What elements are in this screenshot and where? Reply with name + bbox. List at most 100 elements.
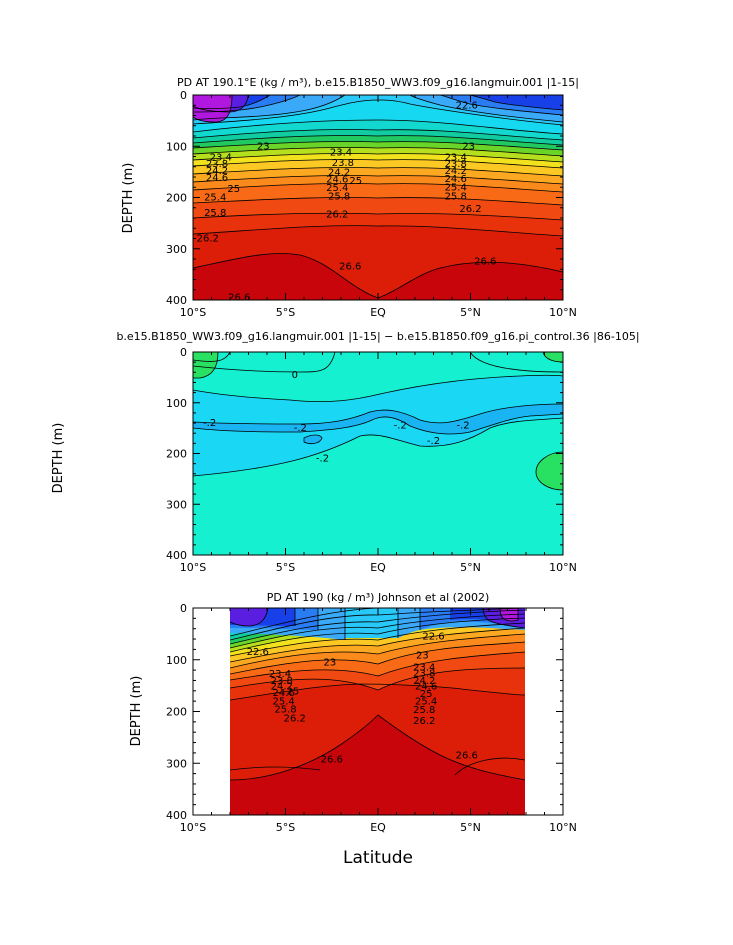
panel-2-y-tick-label: 100 [166, 397, 187, 410]
panel-2-x-tick-label: 5°N [460, 561, 481, 574]
panel-3-x-tick-label: 10°S [180, 821, 206, 834]
contour-label: 24.6 [415, 682, 437, 693]
contour-label: 24.2 [445, 166, 467, 177]
contour-label: -.2 [203, 418, 216, 429]
panel-1-y-tick-label: 400 [166, 294, 187, 307]
panel-3-filled-contours [230, 608, 525, 815]
panel-3-x-tick-label: 10°N [549, 821, 577, 834]
contour-label: 24.2 [413, 676, 435, 687]
contour-label: 26.6 [456, 750, 478, 761]
panel-3-title: PD AT 190 (kg / m³) Johnson et al (2002) [267, 591, 490, 604]
panel-1-axes: 10°S 5°S EQ 5°N 10°N 0 100 200 300 400 [166, 89, 577, 319]
panel-2-y-tick-label: 200 [166, 448, 187, 461]
contour-label: 23.4 [413, 663, 435, 674]
contour-label: 26.6 [228, 292, 250, 303]
panel-3-y-axis-label: DEPTH (m) [129, 676, 144, 747]
panel-2-y-axis-label: DEPTH (m) [51, 423, 66, 494]
contour-label: 23.8 [271, 676, 293, 687]
panel-3-x-tick-label: EQ [370, 821, 386, 834]
panel-3-y-tick-label: 300 [166, 757, 187, 770]
panel-3-axes: 10°S 5°S EQ 5°N 10°N 0 100 200 300 400 [166, 602, 577, 834]
contour-label: 22.6 [422, 631, 444, 642]
panel-1-x-tick-label: 5°N [460, 306, 481, 319]
contour-label: 26.2 [459, 204, 481, 215]
panel-1-x-tick-label: EQ [370, 306, 386, 319]
panel-3-y-tick-label: 0 [180, 602, 187, 615]
panel-2-axes: 10°S 5°S EQ 5°N 10°N 0 100 200 300 400 [166, 346, 577, 574]
contour-label: 24.6 [326, 175, 348, 186]
panel-2-y-tick-label: 300 [166, 498, 187, 511]
contour-label: -.2 [294, 423, 307, 434]
x-axis-label: Latitude [343, 848, 413, 868]
contour-label: 22.6 [456, 100, 478, 111]
panel-2-contour-labels: 0 -.2 -.2 -.2 -.2 -.2 -.2 [203, 370, 470, 465]
contour-label: 25.8 [274, 704, 296, 715]
panel-1-y-tick-label: 100 [166, 140, 187, 153]
panel-1-y-tick-label: 200 [166, 192, 187, 205]
panel-3-x-tick-label: 5°S [276, 821, 295, 834]
panel-2-y-tick-label: 0 [180, 346, 187, 359]
panel-1-x-tick-label: 10°N [549, 306, 577, 319]
contour-label: 25 [420, 689, 433, 700]
panel-1-title: PD AT 190.1°E (kg / m³), b.e15.B1850_WW3… [177, 76, 579, 89]
panel-2-x-tick-label: 10°S [180, 561, 206, 574]
panel-3-x-tick-label: 5°N [460, 821, 481, 834]
contour-label: 23.4 [210, 153, 232, 164]
contour-label: 25.4 [273, 697, 295, 708]
panel-2-x-tick-label: 5°S [276, 561, 295, 574]
contour-label: 25.8 [204, 208, 226, 219]
panel-2: b.e15.B1850_WW3.f09_g16.langmuir.001 |1-… [51, 330, 640, 574]
contour-label: 25 [287, 686, 300, 697]
contour-label: 25 [227, 184, 240, 195]
contour-label: 23.4 [269, 669, 291, 680]
contour-label: 26.2 [197, 234, 219, 245]
contour-label: 26.2 [326, 209, 348, 220]
contour-label: 26.6 [474, 257, 496, 268]
panel-3-y-tick-label: 400 [166, 809, 187, 822]
contour-label: 23.8 [332, 158, 354, 169]
contour-label: -.2 [316, 454, 329, 465]
panel-1: PD AT 190.1°E (kg / m³), b.e15.B1850_WW3… [121, 76, 579, 319]
contour-label: 23.8 [413, 669, 435, 680]
contour-label: 25.4 [326, 183, 348, 194]
contour-label: 25.4 [415, 697, 437, 708]
contour-label: 24.6 [206, 173, 228, 184]
contour-label: -.2 [427, 436, 440, 447]
contour-label: 23 [324, 657, 337, 668]
panel-2-x-tick-label: EQ [370, 561, 386, 574]
contour-label: 23.4 [330, 147, 352, 158]
contour-label: 24.2 [328, 167, 350, 178]
contour-label: 25.8 [413, 705, 435, 716]
contour-label: 0 [292, 370, 298, 381]
panel-2-title: b.e15.B1850_WW3.f09_g16.langmuir.001 |1-… [116, 330, 639, 343]
contour-label: 26.6 [339, 262, 361, 273]
panel-1-y-tick-label: 0 [180, 89, 187, 102]
contour-label: 24.6 [445, 174, 467, 185]
contour-label: 23 [462, 141, 475, 152]
contour-label: 25.8 [445, 191, 467, 202]
panel-2-x-tick-label: 10°N [549, 561, 577, 574]
panel-1-filled-contours [193, 95, 563, 300]
contour-label: 25 [349, 176, 362, 187]
panel-2-filled-contours [193, 352, 563, 555]
panel-3-contour-labels: 22.622.6232323.423.423.823.824.224.224.6… [247, 631, 478, 765]
panel-1-x-tick-label: 10°S [180, 306, 206, 319]
contour-label: 25.4 [445, 182, 467, 193]
contour-label: 26.6 [321, 755, 343, 766]
contour-label: 23 [416, 651, 429, 662]
contour-label: -.2 [457, 421, 470, 432]
contour-label: 23.8 [445, 159, 467, 170]
contour-label: 24.6 [273, 688, 295, 699]
contour-label: 26.2 [413, 716, 435, 727]
panel-1-y-tick-label: 300 [166, 243, 187, 256]
panel-1-y-axis-label: DEPTH (m) [121, 163, 136, 234]
contour-label: -.2 [394, 421, 407, 432]
contour-label: 25.4 [204, 193, 226, 204]
contour-label: 26.2 [284, 714, 306, 725]
panel-1-x-tick-label: 5°S [276, 306, 295, 319]
contour-label: 25.8 [328, 191, 350, 202]
contour-label: 23 [257, 141, 270, 152]
panel-3: PD AT 190 (kg / m³) Johnson et al (2002) [129, 591, 577, 868]
contour-label: 24.2 [271, 682, 293, 693]
